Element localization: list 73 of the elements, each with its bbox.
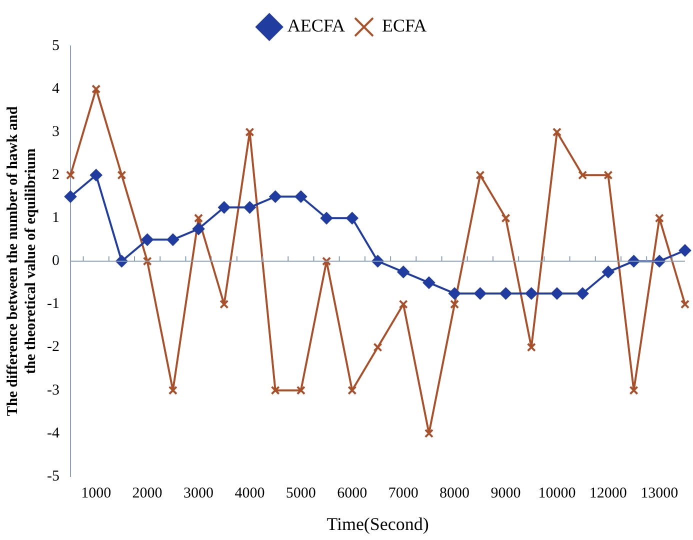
x-tick-label: 5000 xyxy=(286,485,316,502)
y-tick-label: -2 xyxy=(46,339,60,356)
point xyxy=(525,287,538,300)
point xyxy=(398,300,408,309)
point xyxy=(269,190,282,203)
point xyxy=(194,214,204,223)
y-tick-label: -5 xyxy=(46,468,60,484)
point xyxy=(450,300,460,309)
point xyxy=(578,170,588,180)
x-axis-title: Time(Second) xyxy=(326,514,429,534)
point xyxy=(66,170,76,180)
legend-label: ECFA xyxy=(382,16,427,36)
x-tick-label: 10000 xyxy=(538,485,576,502)
point xyxy=(166,234,179,246)
point xyxy=(270,386,280,395)
y-tick-label: -4 xyxy=(46,425,60,442)
point xyxy=(141,234,154,246)
x-tick-label: 2000 xyxy=(132,485,162,502)
point xyxy=(476,170,485,180)
point xyxy=(92,84,101,94)
y-tick-label: -1 xyxy=(46,296,60,312)
x-tick-label: 4000 xyxy=(234,485,265,502)
point xyxy=(422,276,435,289)
point xyxy=(245,128,254,137)
point xyxy=(448,287,461,300)
point xyxy=(474,287,486,300)
point xyxy=(90,169,102,182)
point xyxy=(552,128,562,137)
point xyxy=(218,201,230,214)
point xyxy=(654,214,664,223)
legend-label: AECFA xyxy=(287,16,346,36)
point xyxy=(117,170,126,180)
x-tick-label: 9000 xyxy=(490,485,521,502)
point xyxy=(680,300,690,309)
point xyxy=(320,212,333,224)
point xyxy=(501,214,510,223)
x-tick-label: 13000 xyxy=(640,485,678,502)
point xyxy=(500,287,512,300)
point xyxy=(294,190,307,203)
point xyxy=(653,255,666,268)
point xyxy=(526,342,536,352)
x-tick-label: 7000 xyxy=(388,485,418,502)
point xyxy=(604,170,613,180)
point xyxy=(629,386,638,395)
point xyxy=(397,266,410,278)
x-tick-label: 8000 xyxy=(440,485,470,502)
point xyxy=(576,287,589,300)
point xyxy=(244,201,256,214)
point xyxy=(220,300,229,309)
point xyxy=(192,222,205,235)
y-tick-label: 4 xyxy=(52,80,60,97)
y-axis-title: The difference between the number of hawk and the theoretical value of equilibrium xyxy=(4,106,39,416)
x-tick-label: 3000 xyxy=(184,485,214,502)
point xyxy=(679,244,691,256)
x-tick-label: 6000 xyxy=(337,485,368,502)
y-tick-label: -3 xyxy=(46,382,60,398)
point xyxy=(348,386,357,395)
y-tick-label: 3 xyxy=(52,124,60,140)
point xyxy=(296,386,306,395)
point xyxy=(64,190,76,203)
point xyxy=(142,256,152,266)
point xyxy=(322,256,332,266)
y-tick-label: 2 xyxy=(52,167,60,184)
point xyxy=(373,342,382,352)
point xyxy=(602,266,614,278)
point xyxy=(550,287,563,300)
point xyxy=(346,212,358,224)
point xyxy=(168,386,178,395)
y-tick-label: 1 xyxy=(52,210,60,226)
x-tick-label: 12000 xyxy=(589,485,627,502)
point xyxy=(424,428,434,438)
y-tick-label: 5 xyxy=(52,38,60,54)
x-tick-label: 1000 xyxy=(81,485,112,502)
